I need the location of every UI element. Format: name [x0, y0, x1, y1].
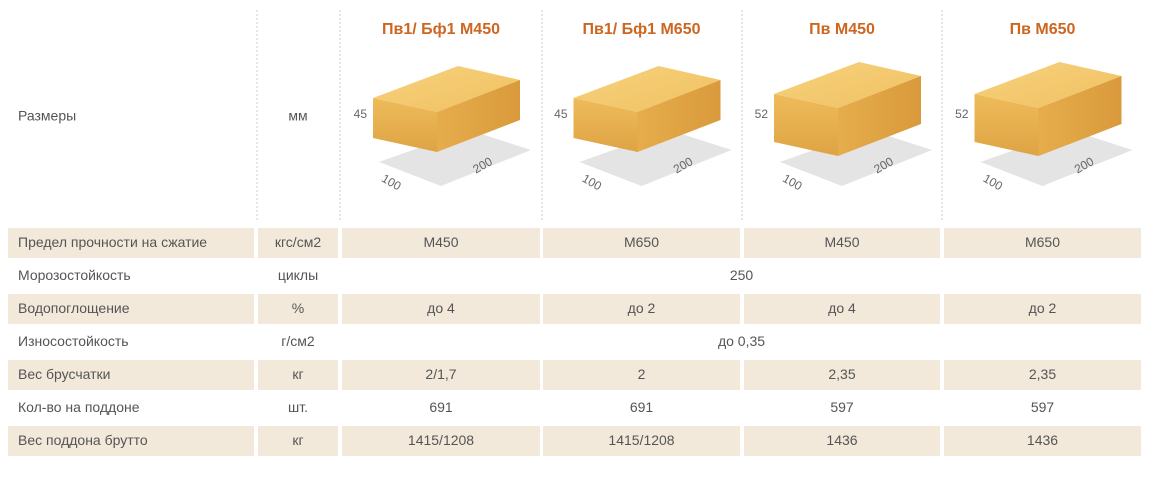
dim-height: 45	[554, 107, 568, 121]
row-label: Вес брусчатки	[18, 366, 110, 382]
cell-bg	[744, 228, 940, 258]
dim-width: 100	[580, 171, 605, 193]
unit: циклы	[278, 267, 318, 283]
value: 2/1,7	[425, 366, 456, 382]
cell-bg	[744, 426, 940, 456]
value: 1436	[1027, 432, 1058, 448]
value: 691	[630, 399, 654, 415]
cell-bg	[543, 426, 740, 456]
value: до 4	[828, 300, 856, 316]
value: до 4	[427, 300, 455, 316]
row-label: Вес поддона брутто	[18, 432, 148, 448]
shadow	[379, 130, 531, 186]
cell-bg	[8, 294, 254, 324]
unit: г/см2	[281, 333, 315, 349]
dim-width: 100	[379, 171, 404, 193]
dim-height: 52	[755, 107, 769, 121]
cell-bg	[944, 426, 1141, 456]
product-title: Пв М450	[809, 21, 875, 38]
value: М450	[824, 234, 859, 250]
row-label: Предел прочности на сжатие	[18, 234, 207, 250]
dim-height: 52	[955, 107, 969, 121]
value: 2	[638, 366, 646, 382]
cell-bg	[944, 294, 1141, 324]
row-label: Кол-во на поддоне	[18, 399, 140, 415]
row-label: Размеры	[18, 108, 76, 124]
cell-bg	[744, 360, 940, 390]
cell-bg	[342, 294, 540, 324]
cell-bg	[744, 294, 940, 324]
brick-front	[573, 98, 638, 152]
cell-bg	[258, 360, 338, 390]
unit: кг	[292, 432, 303, 448]
value: 2,35	[1029, 366, 1056, 382]
cell-bg	[8, 360, 254, 390]
shadow	[980, 130, 1133, 186]
cell-bg	[944, 228, 1141, 258]
cell-bg	[543, 360, 740, 390]
shadow	[579, 130, 732, 186]
brick-side	[1038, 76, 1122, 156]
value: 597	[1031, 399, 1055, 415]
brick-front	[974, 94, 1039, 156]
brick-top	[573, 66, 721, 112]
dim-width: 100	[780, 171, 805, 193]
row-label: Водопоглощение	[18, 300, 130, 316]
dim-width: 100	[981, 171, 1006, 193]
shadow	[780, 130, 932, 186]
row-label: Износостойкость	[18, 333, 129, 349]
product-title: Пв1/ Бф1 М650	[583, 21, 701, 38]
brick-top	[774, 62, 921, 108]
brick-front	[774, 94, 838, 156]
value: 2,35	[828, 366, 855, 382]
cell-bg	[944, 360, 1141, 390]
value: М650	[1025, 234, 1060, 250]
value: 1436	[826, 432, 857, 448]
cell-bg	[342, 360, 540, 390]
value: М450	[423, 234, 458, 250]
value: 597	[830, 399, 854, 415]
unit: кгс/см2	[275, 234, 321, 250]
unit: мм	[288, 108, 307, 124]
value: до 0,35	[718, 333, 765, 349]
cell-bg	[258, 228, 338, 258]
value: 1415/1208	[408, 432, 474, 448]
brick-side	[838, 76, 921, 156]
value: до 2	[628, 300, 656, 316]
value: до 2	[1029, 300, 1057, 316]
row-label: Морозостойкость	[18, 267, 131, 283]
cell-bg	[8, 228, 254, 258]
cell-bg	[258, 426, 338, 456]
value: 250	[730, 267, 754, 283]
cell-bg	[8, 426, 254, 456]
product-title: Пв М650	[1010, 21, 1076, 38]
brick-top	[974, 62, 1122, 108]
cell-bg	[342, 228, 540, 258]
value: 691	[429, 399, 453, 415]
product-title: Пв1/ Бф1 М450	[382, 21, 500, 38]
cell-bg	[543, 228, 740, 258]
brick-side	[437, 80, 520, 152]
brick-side	[637, 80, 721, 152]
cell-bg	[342, 426, 540, 456]
cell-bg	[258, 294, 338, 324]
dim-height: 45	[354, 107, 368, 121]
unit: шт.	[288, 399, 308, 415]
value: М650	[624, 234, 659, 250]
unit: кг	[292, 366, 303, 382]
cell-bg	[543, 294, 740, 324]
brick-top	[373, 66, 520, 112]
value: 1415/1208	[608, 432, 674, 448]
unit: %	[292, 300, 304, 316]
brick-front	[373, 98, 437, 152]
